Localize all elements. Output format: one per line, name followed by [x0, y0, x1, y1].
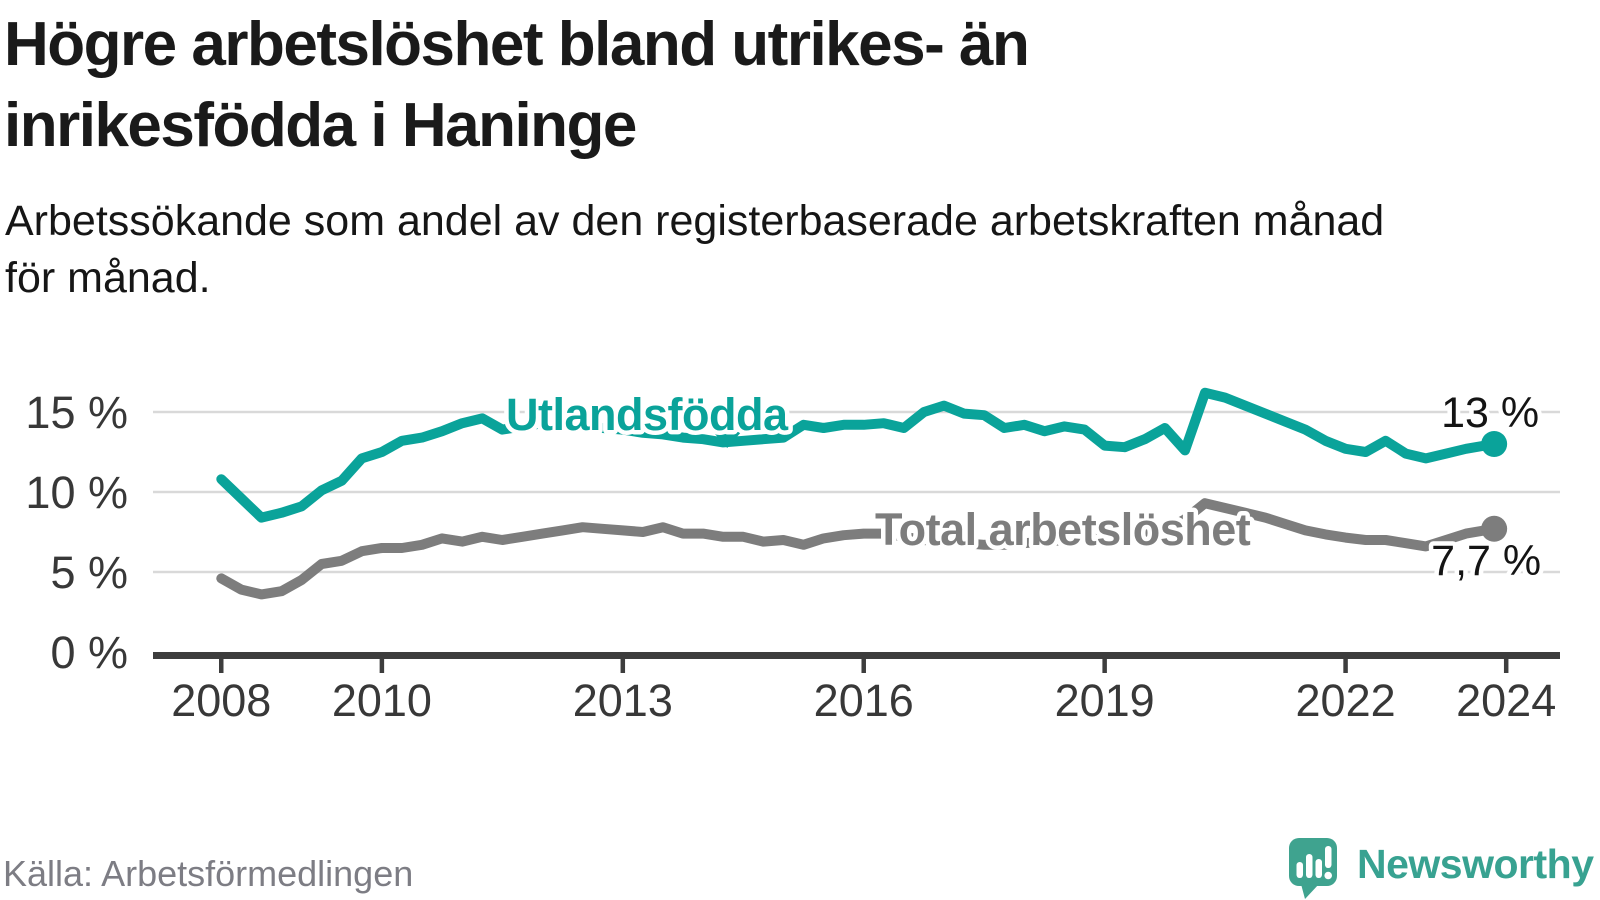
series-label-pointer-icon [713, 432, 742, 448]
series-line-utlandsfodda [216, 387, 1500, 523]
logo-bar-3 [1315, 859, 1322, 878]
y-tick-label-0pct: 0 % [50, 627, 128, 678]
series-line-total [216, 498, 1500, 600]
page-title: Högre arbetslöshet bland utrikes- än inri… [4, 4, 1404, 166]
x-tick-label-2019: 2019 [1055, 675, 1155, 726]
series-end-dot-utlandsfodda [1481, 431, 1508, 457]
newsworthy-logo-text: Newsworthy [1357, 840, 1594, 887]
x-tick-label-2016: 2016 [814, 675, 914, 726]
chart-subtitle-line2: för månad. [5, 254, 211, 302]
series-label-total: Total arbetslöshet [875, 504, 1251, 555]
end-value-label-utlandsfodda: 13 % [1441, 389, 1539, 437]
logo-exclamation-dot [1324, 871, 1332, 880]
x-tick-label-2013: 2013 [573, 675, 673, 726]
x-tick-label-2024: 2024 [1456, 675, 1556, 726]
y-tick-label-10pct: 10 % [25, 467, 128, 518]
unemployment-line-chart: 0 % 5 % 10 % 15 % 2008 2010 2013 2016 2019 2022 20… [25, 387, 1560, 726]
y-tick-label-5pct: 5 % [50, 547, 128, 598]
source-note: Källa: Arbetsförmedlingen [3, 853, 414, 894]
page-title-line1: Högre arbetslöshet bland utrikes- än [4, 10, 1030, 79]
newsworthy-logo-mark [1289, 838, 1337, 899]
chart-subtitle-line1: Arbetssökande som andel av den registerb… [5, 197, 1385, 245]
y-tick-label-15pct: 15 % [25, 387, 128, 438]
series-end-dot-total [1481, 515, 1508, 542]
logo-exclamation-bar [1325, 846, 1332, 868]
x-tick-label-2010: 2010 [332, 675, 432, 726]
chart-subtitle: Arbetssökande som andel av den registerb… [5, 193, 1595, 307]
series-label-utlandsfodda: Utlandsfödda [506, 389, 789, 440]
logo-bar-2 [1306, 854, 1313, 878]
x-tick-label-2008: 2008 [171, 675, 271, 726]
newsworthy-logo: Newsworthy [1288, 836, 1594, 900]
end-value-label-total: 7,7 % [1431, 537, 1541, 585]
logo-bubble-tail [1301, 884, 1319, 899]
logo-bar-1 [1296, 862, 1303, 878]
x-tick-label-2022: 2022 [1296, 675, 1396, 726]
page-title-line2: inrikesfödda i Haninge [4, 91, 637, 160]
